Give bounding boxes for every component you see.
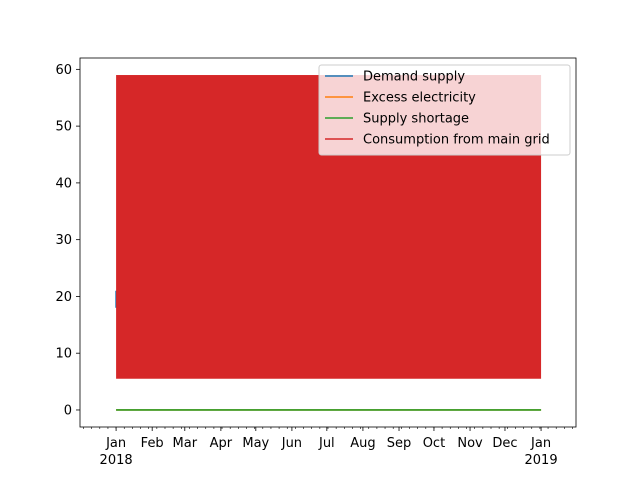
x-tick-label: Aug: [350, 436, 375, 451]
x-tick-label: Feb: [141, 436, 164, 451]
legend-box: [318, 64, 571, 156]
legend-label: Supply shortage: [363, 112, 469, 127]
x-tick-label: Sep: [387, 436, 412, 451]
y-tick-label: 50: [55, 120, 72, 135]
legend-label: Demand supply: [363, 70, 465, 85]
legend-label: Consumption from main grid: [363, 133, 550, 148]
y-tick-label: 0: [64, 403, 72, 418]
x-tick-label: Oct: [423, 436, 445, 451]
x-tick-year-label: 2019: [525, 453, 558, 468]
axes: 0 10 20 30 40 50 60 Jan 2018 Feb Mar Apr May Jun Jul Au…: [55, 57, 577, 468]
x-tick-label: Apr: [210, 436, 233, 451]
x-tick-label: Jun: [281, 436, 302, 451]
x-tick-label: Jan: [530, 436, 551, 451]
y-tick-label: 40: [55, 176, 72, 191]
legend-label: Excess electricity: [363, 91, 476, 106]
x-tick-year-label: 2018: [100, 453, 133, 468]
x-tick-label: Mar: [173, 436, 198, 451]
legend: Demand supply Excess electricity Supply sh…: [318, 64, 571, 156]
x-tick-label: Dec: [492, 436, 517, 451]
x-tick-label: Nov: [457, 436, 483, 451]
y-tick-label: 60: [55, 63, 72, 78]
x-tick-label: Jul: [318, 436, 335, 451]
y-tick-label: 30: [55, 233, 72, 248]
x-tick-label: Jan: [105, 436, 126, 451]
y-tick-label: 10: [55, 347, 72, 362]
x-tick-label: May: [242, 436, 269, 451]
y-tick-label: 20: [55, 290, 72, 305]
